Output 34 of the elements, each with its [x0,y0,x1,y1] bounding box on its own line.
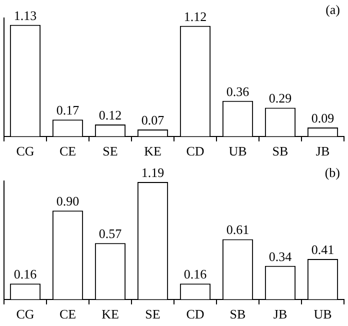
data-label: 0.57 [98,226,122,242]
x-tick-label: UB [228,144,248,159]
data-label: 0.12 [98,107,122,122]
x-tick-label: CE [59,144,76,159]
data-label: 0.90 [56,194,80,209]
data-label: 0.41 [311,242,334,257]
x-tick-label: SB [272,144,289,159]
x-tick-label: CD [186,144,204,159]
x-tick-label: KE [102,306,119,322]
text: (b) [324,164,340,180]
x-tick-label: SB [230,306,246,322]
x-tick-label: UB [314,306,332,322]
data-label: 0.07 [141,112,165,128]
x-tick-label: CE [59,306,76,322]
x-tick-label: JB [273,306,288,322]
data-label: 0.09 [311,110,334,126]
data-label: 0.17 [56,102,80,118]
x-tick-label: KE [144,144,162,159]
data-label: 1.13 [14,8,37,23]
x-tick-label: SE [102,144,118,159]
x-tick-label: CD [186,306,204,322]
data-label: 1.19 [141,164,164,180]
text: (a) [326,2,340,17]
x-tick-label: CG [16,306,34,322]
x-tick-label: SE [145,306,160,322]
data-label: 1.12 [184,8,207,24]
data-label: 0.16 [184,266,208,282]
data-label: 0.61 [226,222,250,238]
data-label: 0.36 [226,84,250,99]
x-tick-label: CG [16,144,34,159]
data-label: 0.29 [268,90,292,106]
data-label: 0.34 [268,248,292,264]
data-label: 0.16 [14,266,38,282]
x-tick-label: JB [316,144,330,159]
